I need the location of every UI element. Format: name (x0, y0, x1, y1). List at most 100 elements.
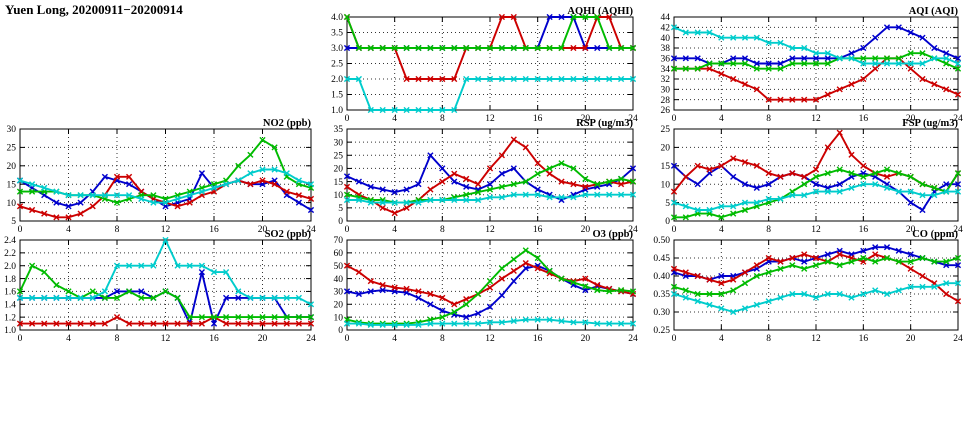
series-cyan-markers (16, 166, 315, 206)
y-tick-label: 28 (661, 96, 671, 106)
chart-aqi: 26 28 30 32 34 36 38 40 42 44 0 4 8 12 16 20 24 AQI (AQI) (644, 4, 964, 126)
y-tick-label: 40 (334, 275, 344, 285)
x-tick-label: 8 (115, 225, 120, 235)
y-tick-label: 3.0 (331, 44, 343, 54)
x-tick-label: 16 (533, 225, 543, 235)
y-tick-label: 20 (661, 144, 671, 154)
x-tick-label: 0 (345, 114, 350, 124)
x-tick-label: 24 (306, 334, 316, 344)
y-tick-label: 0.35 (653, 290, 670, 300)
chart-co: 0.25 0.30 0.35 0.40 0.45 0.50 0 4 8 12 16 20 24 CO (p… (644, 227, 964, 346)
x-tick-label: 4 (719, 114, 724, 124)
chart-title: CO (ppm) (912, 229, 958, 240)
y-tick-label: 20 (334, 300, 344, 310)
y-tick-label: 2.0 (331, 75, 343, 85)
y-tick-label: 25 (661, 125, 671, 135)
x-tick-label: 20 (581, 114, 591, 124)
x-tick-label: 12 (485, 334, 495, 344)
series-red-line (346, 262, 634, 306)
y-tick-label: 34 (661, 65, 671, 75)
chart-so2: 1.0 1.2 1.4 1.6 1.8 2.0 2.2 2.4 0 4 8 12 16 20 24 SO2 (… (0, 227, 317, 346)
chart-title: SO2 (ppb) (265, 229, 312, 240)
x-tick-label: 8 (766, 225, 771, 235)
y-tick-label: 25 (334, 151, 344, 161)
chart-svg-fsp: 0 5 10 15 20 25 0 4 8 12 16 20 24 FSP (ug/m3) (661, 118, 964, 235)
series-blue-markers (16, 170, 315, 214)
series-cyan-markers (670, 181, 962, 214)
x-tick-label: 4 (719, 225, 724, 235)
x-tick-label: 24 (628, 114, 638, 124)
x-tick-label: 20 (906, 225, 916, 235)
chart-svg-o3: 0 10 20 30 40 50 60 70 0 4 8 12 16 20 24 O3 (ppb) (334, 229, 639, 344)
series-blue-line (19, 171, 312, 211)
series-green-markers (16, 136, 315, 206)
y-tick-label: 50 (334, 262, 344, 272)
chart-title: AQI (AQI) (909, 6, 959, 17)
chart-fsp: 0 5 10 15 20 25 0 4 8 12 16 20 24 FSP (ug/m3) (644, 116, 964, 237)
y-tick-label: 15 (334, 178, 344, 188)
x-tick-label: 4 (392, 225, 397, 235)
y-tick-label: 0.25 (653, 326, 670, 336)
y-tick-label: 0 (665, 217, 670, 227)
x-tick-label: 24 (953, 114, 963, 124)
x-tick-label: 4 (66, 225, 71, 235)
plot-border (673, 239, 959, 331)
x-tick-label: 24 (628, 225, 638, 235)
x-tick-label: 8 (766, 114, 771, 124)
x-tick-label: 20 (906, 334, 916, 344)
chart-title: RSP (ug/m3) (576, 118, 633, 129)
y-tick-label: 40 (661, 34, 671, 44)
x-tick-label: 20 (581, 334, 591, 344)
chart-title: O3 (ppb) (592, 229, 633, 240)
y-tick-label: 2.5 (331, 60, 343, 70)
y-tick-label: 2.4 (4, 236, 16, 246)
x-tick-label: 0 (672, 114, 677, 124)
series-cyan-markers (670, 24, 962, 67)
y-tick-label: 36 (661, 55, 671, 65)
y-tick-label: 30 (334, 288, 344, 298)
y-tick-label: 0.45 (653, 254, 670, 264)
y-tick-label: 0.50 (653, 236, 670, 246)
y-tick-label: 10 (334, 313, 344, 323)
y-tick-label: 1.6 (4, 288, 16, 298)
plot-border (346, 16, 634, 111)
y-tick-label: 38 (661, 44, 671, 54)
x-tick-label: 4 (392, 114, 397, 124)
x-tick-label: 16 (859, 334, 869, 344)
chart-title: FSP (ug/m3) (902, 118, 958, 129)
x-tick-label: 0 (18, 334, 23, 344)
y-tick-label: 15 (661, 162, 671, 172)
series-green-markers (670, 166, 962, 221)
y-tick-label: 4.0 (331, 13, 343, 23)
y-tick-label: 1.5 (331, 91, 343, 101)
chart-no2: 5 10 15 20 25 30 0 4 8 12 16 20 24 NO2 (ppb) (0, 116, 317, 237)
y-tick-label: 26 (661, 106, 671, 116)
y-tick-label: 10 (334, 191, 344, 201)
x-tick-label: 20 (258, 334, 268, 344)
y-tick-label: 70 (334, 236, 344, 246)
x-tick-label: 12 (811, 334, 821, 344)
x-tick-label: 20 (906, 114, 916, 124)
chart-svg-co: 0.25 0.30 0.35 0.40 0.45 0.50 0 4 8 12 16 20 24 CO (p… (653, 229, 963, 344)
series-red-markers (343, 136, 637, 217)
series-red-markers (16, 173, 315, 221)
x-tick-label: 8 (115, 334, 120, 344)
chart-svg-rsp: 0 5 10 15 20 25 30 35 0 4 8 12 16 20 24 RSP (ug/m3) (334, 118, 639, 235)
x-tick-label: 12 (811, 114, 821, 124)
y-tick-label: 1.2 (4, 313, 16, 323)
x-tick-label: 12 (161, 225, 171, 235)
series-green-markers (343, 247, 637, 327)
y-tick-label: 60 (334, 249, 344, 259)
series-blue-markers (670, 24, 962, 67)
y-tick-label: 5 (665, 199, 670, 209)
chart-svg-so2: 1.0 1.2 1.4 1.6 1.8 2.0 2.2 2.4 0 4 8 12 16 20 24 SO2 (… (4, 229, 316, 344)
series-blue-line (673, 164, 958, 212)
series-green-markers (670, 254, 962, 298)
chart-svg-no2: 5 10 15 20 25 30 0 4 8 12 16 20 24 NO2 (ppb) (7, 118, 317, 235)
y-tick-label: 20 (7, 162, 17, 172)
x-tick-label: 20 (258, 225, 268, 235)
series-cyan-markers (343, 191, 637, 206)
series-green-line (674, 52, 959, 70)
y-tick-label: 42 (661, 24, 671, 34)
